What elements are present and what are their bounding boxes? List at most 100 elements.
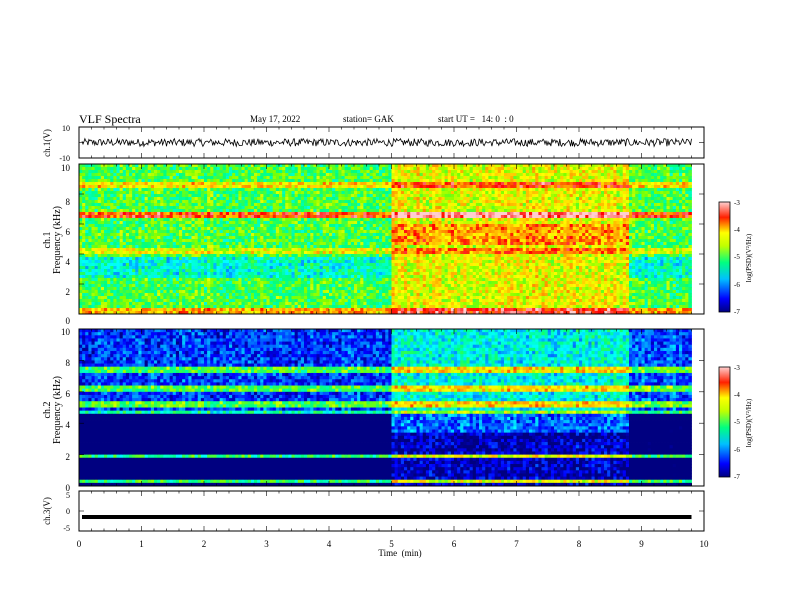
spectrogram-cell (104, 254, 108, 258)
spectrogram-cell (125, 182, 130, 186)
spectrogram-cell (122, 305, 127, 309)
spectrogram-cell (116, 188, 121, 192)
spectrogram-cell (275, 278, 280, 282)
spectrogram-cell (350, 209, 355, 213)
spectrogram-cell (344, 203, 349, 207)
spectrogram-cell (279, 176, 283, 180)
spectrogram-cell (169, 305, 174, 309)
spectrogram-cell (344, 254, 349, 258)
spectrogram-cell (316, 224, 321, 228)
spectrogram-cell (250, 242, 255, 246)
spectrogram-cell (288, 269, 292, 273)
spectrogram-cell (279, 266, 283, 270)
spectrogram-cell (275, 227, 280, 231)
spectrogram-cell (85, 164, 89, 168)
spectrogram-cell (354, 251, 358, 255)
spectrogram-cell (82, 221, 86, 225)
spectrogram-cell (210, 227, 214, 231)
spectrogram-cell (344, 248, 349, 252)
spectrogram-cell (369, 284, 374, 288)
spectrogram-cell (350, 164, 355, 168)
spectrogram-cell (91, 233, 96, 237)
spectrogram-cell (310, 182, 314, 186)
spectrogram-cell (82, 179, 86, 183)
spectrogram-cell (263, 278, 267, 282)
spectrogram-cell (247, 236, 252, 240)
spectrogram-cell (97, 209, 102, 213)
spectrogram-cell (294, 173, 299, 177)
spectrogram-cell (97, 236, 102, 240)
spectrogram-cell (135, 221, 139, 225)
spectrogram-cell (244, 164, 249, 168)
spectrogram-cell (132, 173, 136, 177)
spectrogram-cell (310, 215, 314, 219)
spectrogram-cell (266, 239, 271, 243)
spectrogram-cell (322, 209, 327, 213)
spectrogram-cell (366, 188, 371, 192)
spectrogram-cell (360, 269, 364, 273)
spectrogram-cell (150, 200, 155, 204)
spectrogram-cell (85, 248, 89, 252)
spectrogram-cell (369, 233, 374, 237)
spectrogram-cell (194, 233, 199, 237)
spectrogram-cell (150, 251, 155, 255)
spectrogram-cell (160, 215, 164, 219)
spectrogram-cell (191, 176, 196, 180)
spectrogram-cell (263, 218, 267, 222)
spectrogram-cell (163, 206, 167, 210)
spectrogram-cell (144, 272, 149, 276)
spectrogram-cell (188, 221, 192, 225)
spectrogram-cell (138, 293, 142, 297)
spectrogram-cell (166, 290, 171, 294)
spectrogram-cell (229, 215, 233, 219)
spectrogram-cell (157, 293, 161, 297)
spectrogram-cell (307, 188, 311, 192)
spectrogram-cell (110, 245, 114, 249)
spectrogram-cell (150, 188, 155, 192)
spectrogram-cell (91, 266, 96, 270)
spectrogram-cell (263, 251, 267, 255)
spectrogram-cell (341, 191, 346, 195)
spectrogram-cell (172, 206, 177, 210)
spectrogram-cell (316, 296, 321, 300)
spectrogram-cell (244, 266, 249, 270)
spectrogram-cell (307, 269, 311, 273)
spectrogram-cell (113, 284, 117, 288)
spectrogram-cell (100, 209, 105, 213)
spectrogram-cell (169, 263, 174, 267)
spectrogram-cell (375, 284, 380, 288)
spectrogram-cell (122, 251, 127, 255)
spectrogram-cell (263, 299, 267, 303)
spectrogram-cell (197, 245, 202, 249)
spectrogram-cell (197, 209, 202, 213)
spectrogram-cell (366, 269, 371, 273)
spectrogram-cell (194, 188, 199, 192)
spectrogram-cell (332, 212, 336, 216)
spectrogram-cell (319, 269, 324, 273)
spectrogram-cell (191, 236, 196, 240)
spectrogram-cell (154, 257, 158, 261)
spectrogram-cell (85, 296, 89, 300)
spectrogram-cell (210, 266, 214, 270)
spectrogram-cell (272, 290, 277, 294)
spectrogram-cell (232, 179, 236, 183)
spectrogram-cell (357, 194, 361, 198)
spectrogram-cell (185, 251, 189, 255)
spectrogram-cell (91, 197, 96, 201)
spectrogram-cell (147, 185, 152, 189)
spectrogram-cell (322, 290, 327, 294)
spectrogram-cell (141, 257, 146, 261)
spectrogram-cell (166, 284, 171, 288)
spectrogram-cell (91, 296, 96, 300)
spectrogram-cell (207, 263, 211, 267)
spectrogram-cell (194, 227, 199, 231)
spectrogram-cell (379, 191, 383, 195)
spectrogram-cell (257, 197, 261, 201)
spectrogram-cell (288, 218, 292, 222)
spectrogram-cell (344, 245, 349, 249)
spectrogram-cell (325, 221, 330, 225)
spectrogram-cell (197, 242, 202, 246)
spectrogram-cell (335, 164, 339, 168)
spectrogram-cell (247, 182, 252, 186)
spectrogram-cell (319, 200, 324, 204)
